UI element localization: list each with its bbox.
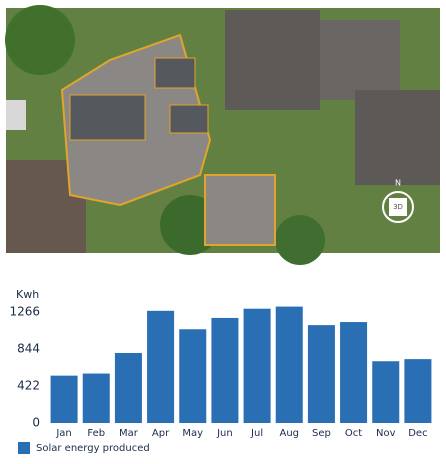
x-tick-label: Jun [216, 428, 233, 439]
chart: 0 422 844 1266 Jan Feb Mar Apr May Jun Jul Aug Sep Oc… [9, 304, 432, 454]
aerial-map[interactable]: N 3D [5, 5, 440, 265]
x-tick-label: Dec [408, 428, 427, 439]
tree [275, 215, 325, 265]
bar [404, 359, 432, 423]
house-roof [355, 90, 440, 185]
x-tick-label: Sep [312, 428, 331, 439]
bar [340, 322, 368, 423]
y-tick-label: 844 [17, 341, 40, 355]
house-roof [225, 10, 320, 110]
y-tick-label: 422 [17, 378, 40, 392]
bar [372, 361, 400, 423]
bar [243, 308, 271, 423]
house-roof [320, 20, 400, 100]
tree [5, 5, 75, 75]
roof-outline [60, 33, 212, 207]
compass[interactable] [382, 191, 414, 223]
bar [307, 325, 335, 423]
x-tick-label: Aug [279, 428, 299, 439]
panel-group [169, 104, 209, 134]
x-tick-label: Oct [345, 428, 362, 439]
legend-swatch [18, 442, 30, 454]
bar [179, 329, 207, 423]
bar [275, 306, 303, 423]
x-tick-label: Jan [55, 428, 71, 439]
x-tick-label: Apr [152, 428, 170, 439]
bar [114, 352, 142, 423]
button-3d[interactable] [389, 198, 407, 216]
bar [147, 310, 175, 423]
y-axis-title: Kwh [16, 288, 39, 301]
x-tick-label: Feb [87, 428, 105, 439]
y-tick-label: 0 [32, 416, 40, 430]
bar [82, 373, 110, 423]
button-3d-label: 3D [393, 203, 403, 211]
legend-label: Solar energy produced [36, 443, 150, 454]
y-tick-label: 1266 [9, 304, 40, 318]
bar [50, 375, 78, 423]
bar [211, 317, 239, 423]
panel-group [69, 94, 146, 141]
roof-outline [204, 174, 276, 246]
panel-group [154, 57, 196, 89]
x-tick-label: Mar [119, 428, 139, 439]
car [6, 100, 26, 130]
x-tick-label: Jul [250, 428, 263, 439]
x-tick-label: Nov [376, 428, 396, 439]
compass-label: N [395, 179, 401, 188]
x-tick-label: May [182, 428, 203, 439]
